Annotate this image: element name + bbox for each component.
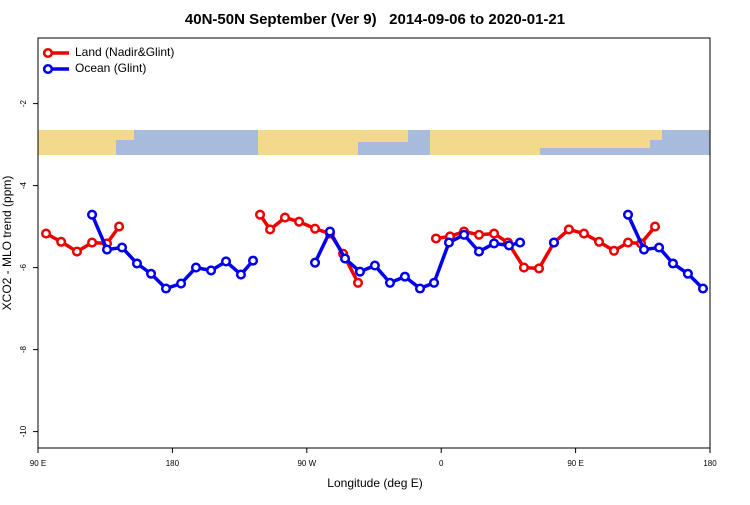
- point: [235, 269, 246, 280]
- point: [56, 236, 67, 247]
- point: [339, 253, 351, 264]
- legend-marker: [42, 47, 54, 59]
- point: [533, 263, 545, 274]
- point: [682, 268, 693, 279]
- x-tick-label: 90 E: [30, 459, 46, 468]
- point: [114, 221, 125, 232]
- y-axis-label: XCO2 - MLO trend (ppm): [0, 176, 14, 311]
- point: [384, 277, 396, 288]
- x-tick-label: 180: [703, 459, 717, 468]
- y-tick-label: -6: [19, 263, 28, 271]
- chart-title: 40N-50N September (Ver 9) 2014-09-06 to …: [185, 11, 565, 28]
- y-tick-label: -4: [19, 181, 28, 189]
- point: [414, 283, 426, 294]
- point: [697, 283, 709, 294]
- point: [247, 255, 259, 266]
- point: [220, 256, 232, 267]
- point: [399, 271, 410, 282]
- point: [428, 277, 440, 288]
- y-tick-label: -10: [19, 425, 28, 437]
- plot-frame: [37, 37, 711, 449]
- point: [369, 260, 380, 271]
- point: [548, 237, 559, 248]
- point: [638, 244, 650, 255]
- point: [473, 229, 485, 240]
- y-tick-label: -2: [19, 99, 28, 107]
- point: [622, 237, 634, 248]
- point: [608, 245, 620, 256]
- point: [489, 228, 500, 239]
- x-tick-label: 180: [166, 459, 180, 468]
- x-axis-label: Longitude (deg E): [327, 476, 422, 490]
- point: [649, 221, 661, 232]
- point: [324, 226, 335, 237]
- point: [41, 228, 52, 239]
- point: [160, 283, 172, 294]
- x-tick-label: 0: [439, 459, 444, 468]
- point: [309, 257, 321, 268]
- point: [206, 265, 217, 276]
- point: [265, 224, 276, 235]
- point: [489, 238, 500, 249]
- point: [514, 237, 526, 248]
- point: [563, 224, 574, 235]
- point: [101, 244, 113, 255]
- point: [443, 237, 455, 248]
- point: [145, 268, 157, 279]
- x-tick-label: 90 W: [297, 459, 316, 468]
- point: [578, 228, 590, 239]
- point: [131, 258, 143, 269]
- point: [87, 237, 98, 248]
- point: [458, 229, 470, 240]
- point: [309, 223, 321, 234]
- legend-marker: [42, 63, 54, 75]
- point: [503, 240, 515, 251]
- point: [430, 233, 442, 244]
- point: [190, 262, 202, 273]
- series-line: [45, 213, 657, 284]
- point: [352, 277, 364, 288]
- map-strip: [38, 130, 710, 155]
- point: [518, 262, 529, 273]
- point: [473, 246, 485, 257]
- y-tick-label: -8: [19, 345, 28, 353]
- point: [354, 266, 366, 277]
- point: [117, 242, 128, 253]
- legend-label: Ocean (Glint): [75, 61, 146, 75]
- point: [293, 216, 305, 227]
- point: [622, 209, 634, 220]
- point: [176, 278, 187, 289]
- point: [71, 246, 83, 257]
- x-tick-label: 90 E: [567, 459, 583, 468]
- point: [593, 236, 605, 247]
- point: [667, 258, 679, 269]
- legend-label: Land (Nadir&Glint): [75, 45, 174, 59]
- point: [654, 242, 665, 253]
- point: [87, 209, 98, 220]
- point: [255, 209, 266, 220]
- point: [279, 212, 291, 223]
